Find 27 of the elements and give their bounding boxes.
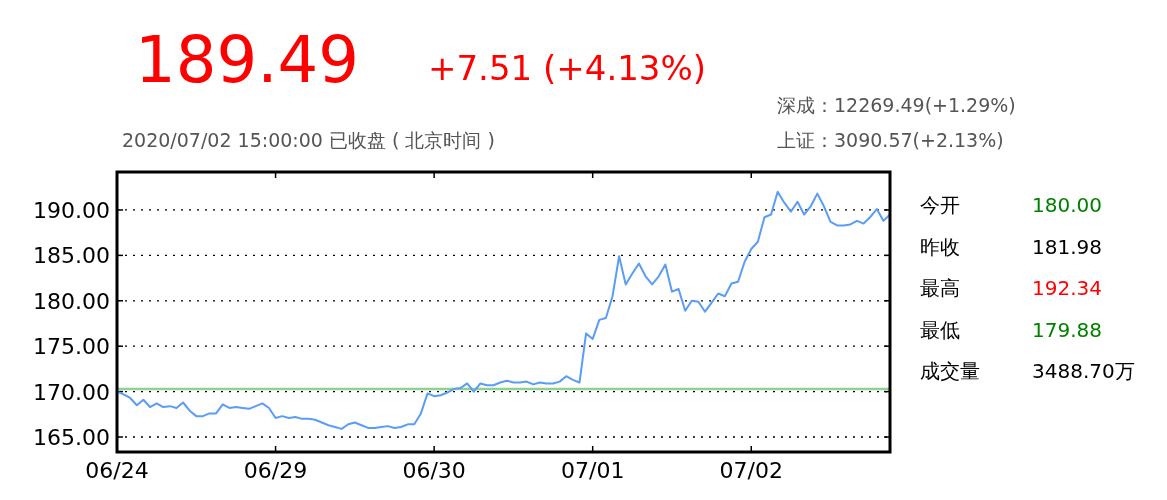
text: 成交量 [920, 359, 980, 383]
x-tick-label: 06/30 [402, 458, 466, 483]
y-tick-label: 165.00 [33, 425, 110, 451]
chart-subtitle: 2020/07/02 15:00:00 已收盘 ( 北京时间 ) [122, 129, 495, 151]
line-series [116, 190, 891, 430]
text: 180.00 [1032, 193, 1102, 217]
text: 192.34 [1032, 276, 1102, 300]
text: +7.51 (+4.13%) [428, 48, 707, 88]
text: 181.98 [1032, 234, 1102, 259]
text: 最低 [920, 317, 960, 342]
y-tick-label: 190.00 [33, 197, 110, 223]
text: 最高 [920, 276, 960, 300]
text: 3488.70万 [1032, 359, 1135, 383]
text: 上证：3090.57(+2.13%) [777, 129, 1004, 151]
x-tick-label: 06/24 [85, 458, 149, 483]
y-tick-label: 175.00 [33, 334, 110, 360]
chart-title: 189.49 [135, 23, 359, 97]
x-tick-label: 07/01 [560, 458, 625, 483]
text: 深成：12269.49(+1.29%) [777, 94, 1016, 116]
y-tick-label: 180.00 [33, 288, 110, 314]
text: 179.88 [1032, 317, 1102, 342]
x-tick-label: 07/02 [719, 458, 783, 483]
text: 昨收 [920, 234, 960, 259]
text: 今开 [920, 193, 960, 217]
y-tick-label: 170.00 [33, 379, 110, 405]
x-tick-label: 06/29 [243, 458, 308, 483]
y-tick-label: 185.00 [33, 243, 110, 269]
